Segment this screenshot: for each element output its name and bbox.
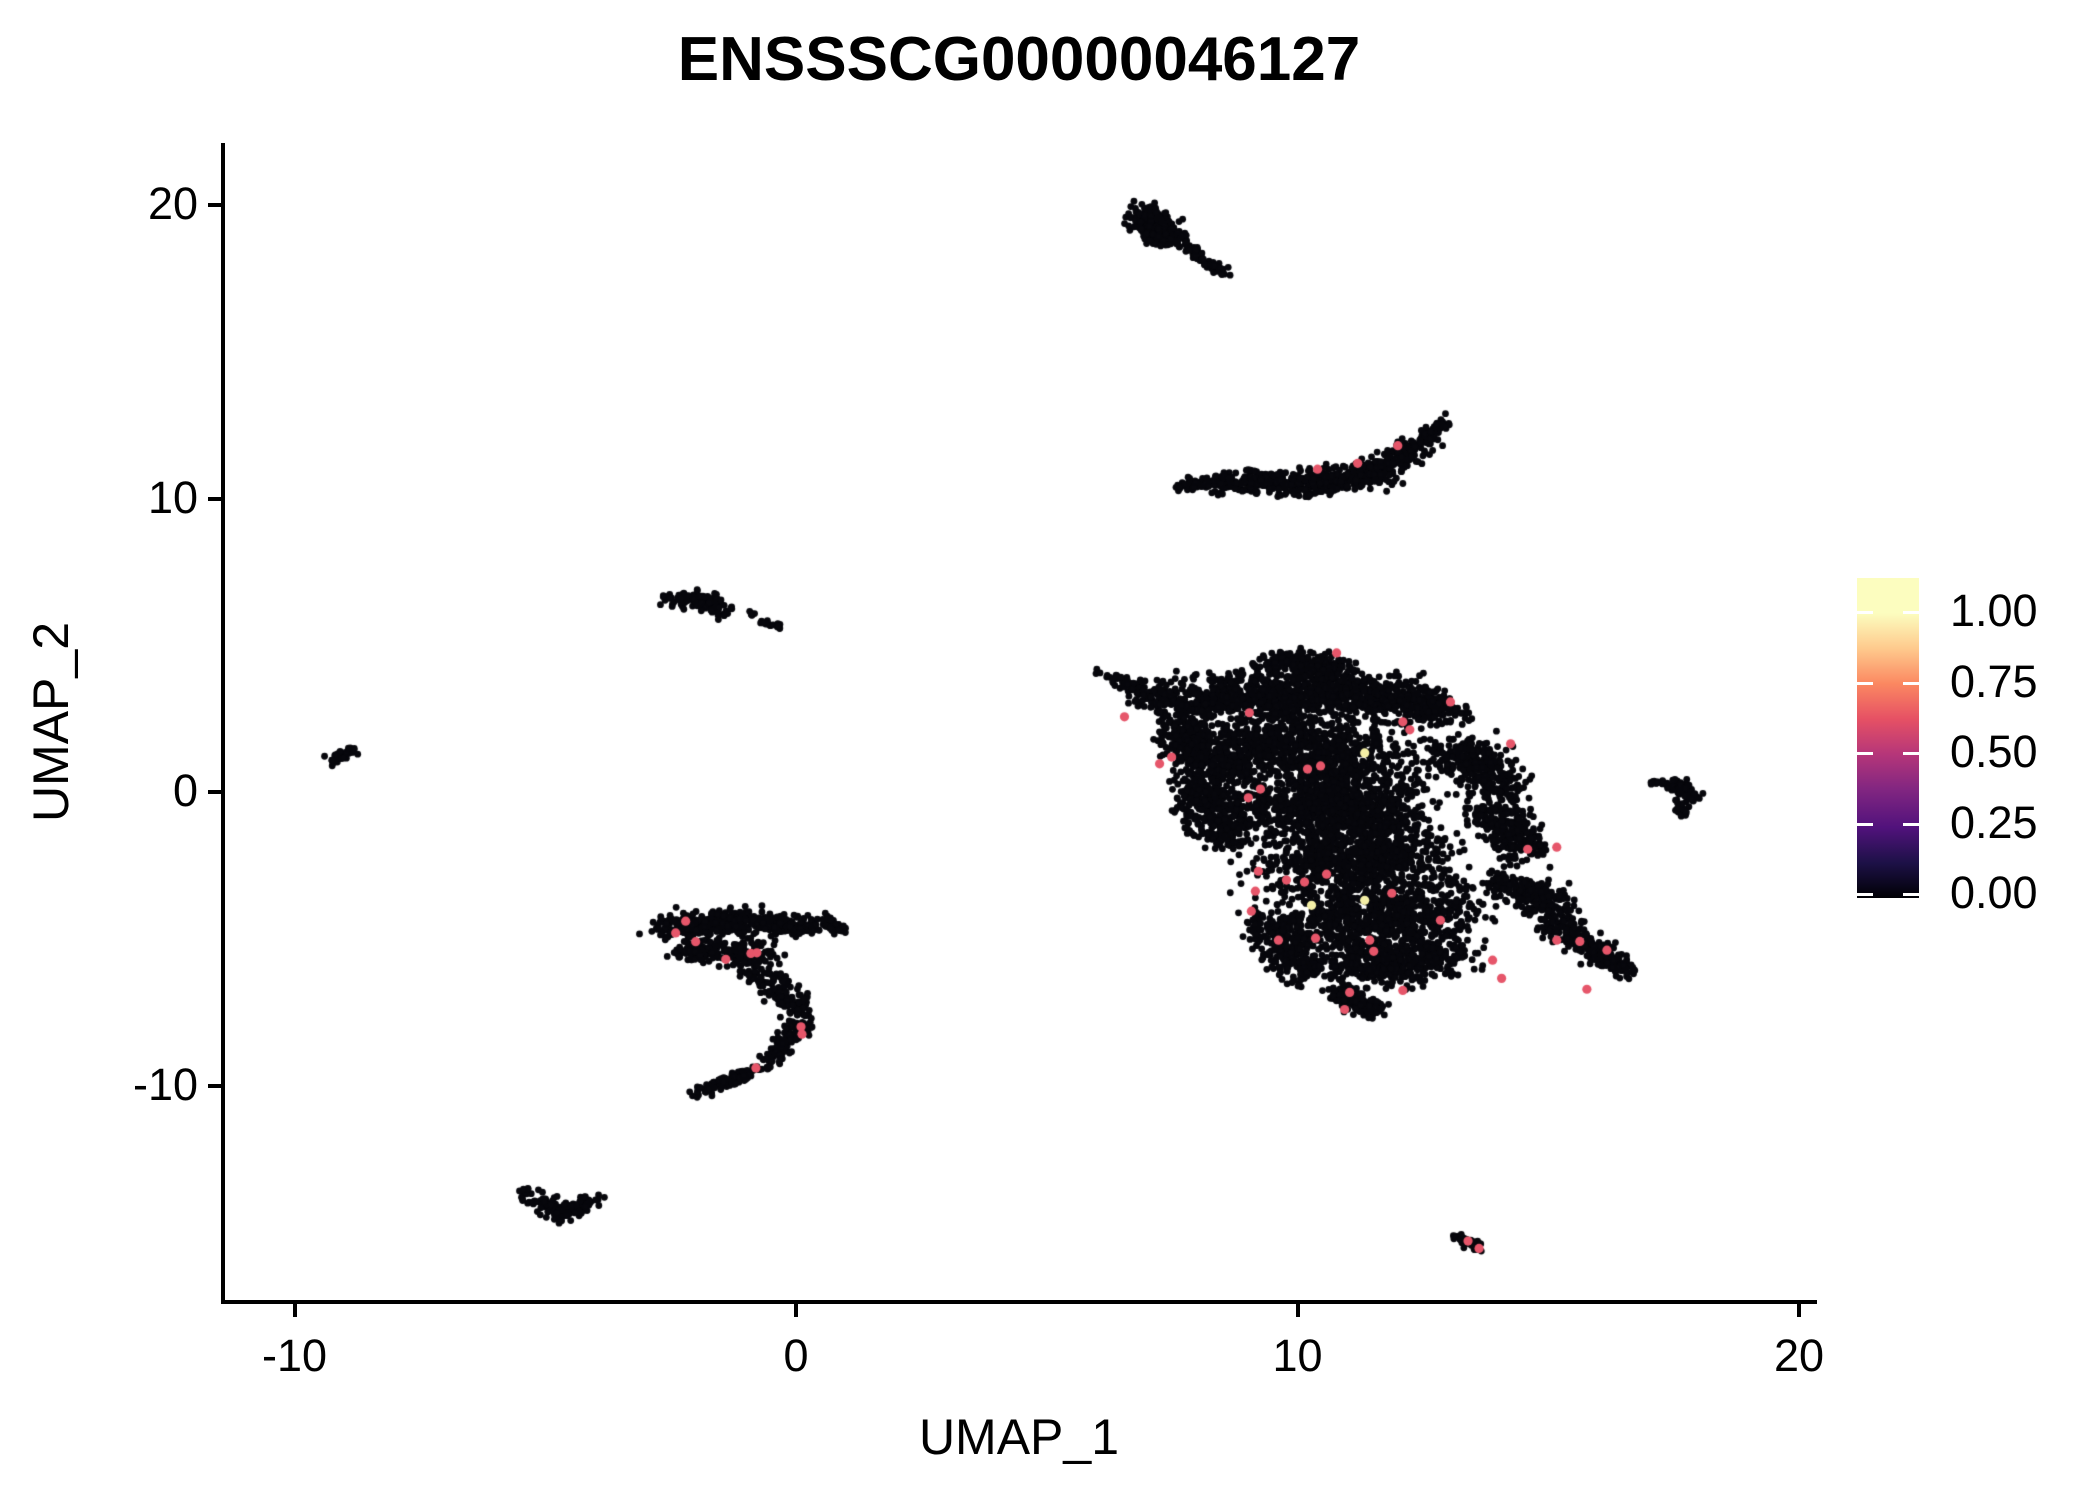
plot-title: ENSSSCG00000046127 xyxy=(677,25,1361,94)
y-axis-title: UMAP_2 xyxy=(23,621,79,823)
colorbar xyxy=(1857,578,1919,898)
colorbar-tick-mark xyxy=(1903,752,1919,755)
x-tick-label: -10 xyxy=(261,1330,328,1381)
y-axis-line xyxy=(221,143,225,1304)
y-tick-mark xyxy=(208,1083,221,1088)
colorbar-gradient xyxy=(1857,578,1919,898)
y-tick-mark xyxy=(208,496,221,501)
x-axis-title: UMAP_1 xyxy=(918,1409,1120,1465)
colorbar-tick-mark xyxy=(1857,822,1873,826)
x-tick-mark xyxy=(292,1304,297,1317)
y-tick-label: 0 xyxy=(172,765,198,816)
x-tick-mark xyxy=(1295,1304,1300,1317)
x-tick-mark xyxy=(794,1304,798,1317)
x-tick-mark xyxy=(1797,1304,1801,1317)
x-axis-line xyxy=(221,1300,1817,1304)
colorbar-tick-mark xyxy=(1857,681,1873,685)
y-tick-label: -10 xyxy=(132,1058,198,1110)
x-tick-label: 10 xyxy=(1272,1330,1323,1381)
y-tick-label: 10 xyxy=(147,471,198,523)
colorbar-tick-label: 0.00 xyxy=(1950,867,2038,918)
colorbar-tick-mark xyxy=(1857,752,1873,755)
colorbar-tick-label: 0.75 xyxy=(1950,655,2038,707)
colorbar-tick-label: 0.50 xyxy=(1950,726,2038,777)
x-tick-label: 20 xyxy=(1773,1330,1825,1381)
y-tick-label: 20 xyxy=(147,178,198,229)
x-tick-label: 0 xyxy=(783,1330,809,1381)
colorbar-tick-mark xyxy=(1903,893,1919,896)
y-tick-mark xyxy=(208,790,221,794)
colorbar-tick-mark xyxy=(1857,893,1873,896)
colorbar-tick-label: 1.00 xyxy=(1950,585,2038,636)
colorbar-tick-mark xyxy=(1857,611,1873,614)
y-tick-mark xyxy=(208,203,221,207)
colorbar-tick-mark xyxy=(1903,681,1919,685)
colorbar-tick-mark xyxy=(1903,611,1919,614)
colorbar-tick-mark xyxy=(1903,822,1919,826)
colorbar-tick-label: 0.25 xyxy=(1950,796,2038,848)
